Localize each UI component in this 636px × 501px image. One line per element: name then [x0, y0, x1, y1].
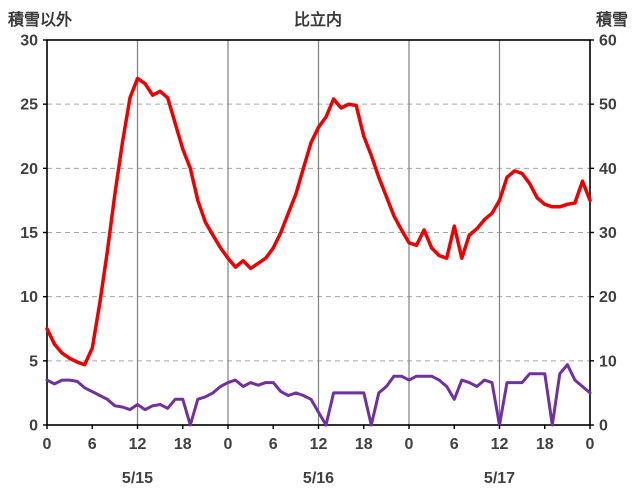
right-axis-tick-label: 50	[599, 97, 617, 114]
left-axis-tick-label: 5	[29, 353, 38, 370]
x-axis-tick-label: 12	[310, 436, 328, 453]
chart-title: 比立内	[293, 12, 342, 29]
right-axis-tick-label: 10	[599, 353, 617, 370]
date-label: 5/17	[484, 470, 515, 487]
x-axis-tick-label: 0	[405, 436, 414, 453]
x-axis-tick-label: 18	[355, 436, 373, 453]
x-axis-tick-label: 12	[491, 436, 509, 453]
right-axis-tick-label: 0	[599, 418, 608, 435]
left-axis-tick-label: 15	[20, 225, 38, 242]
left-axis-tick-label: 0	[29, 418, 38, 435]
left-axis-tick-label: 20	[20, 161, 38, 178]
chart-header: 積雪以外 比立内 積雪	[0, 6, 636, 30]
x-axis-tick-label: 6	[450, 436, 459, 453]
date-label: 5/16	[303, 470, 334, 487]
right-axis-title: 積雪	[595, 6, 636, 30]
x-axis-tick-label: 18	[174, 436, 192, 453]
date-label: 5/15	[122, 470, 153, 487]
x-axis-tick-label: 0	[224, 436, 233, 453]
left-axis-tick-label: 25	[20, 97, 38, 114]
right-axis-tick-label: 30	[599, 225, 617, 242]
left-axis-title: 積雪以外	[0, 6, 73, 30]
x-axis-tick-label: 6	[88, 436, 97, 453]
x-axis-tick-label: 0	[586, 436, 595, 453]
right-axis-tick-label: 40	[599, 161, 617, 178]
x-axis-tick-label: 18	[536, 436, 554, 453]
right-axis-tick-label: 20	[599, 289, 617, 306]
left-axis-tick-label: 10	[20, 289, 38, 306]
right-axis-tick-label: 60	[599, 33, 617, 50]
series-line-right	[45, 76, 592, 367]
x-axis-tick-label: 6	[269, 436, 278, 453]
x-axis-tick-label: 0	[43, 436, 52, 453]
x-axis-tick-label: 12	[129, 436, 147, 453]
left-axis-tick-label: 30	[20, 33, 38, 50]
